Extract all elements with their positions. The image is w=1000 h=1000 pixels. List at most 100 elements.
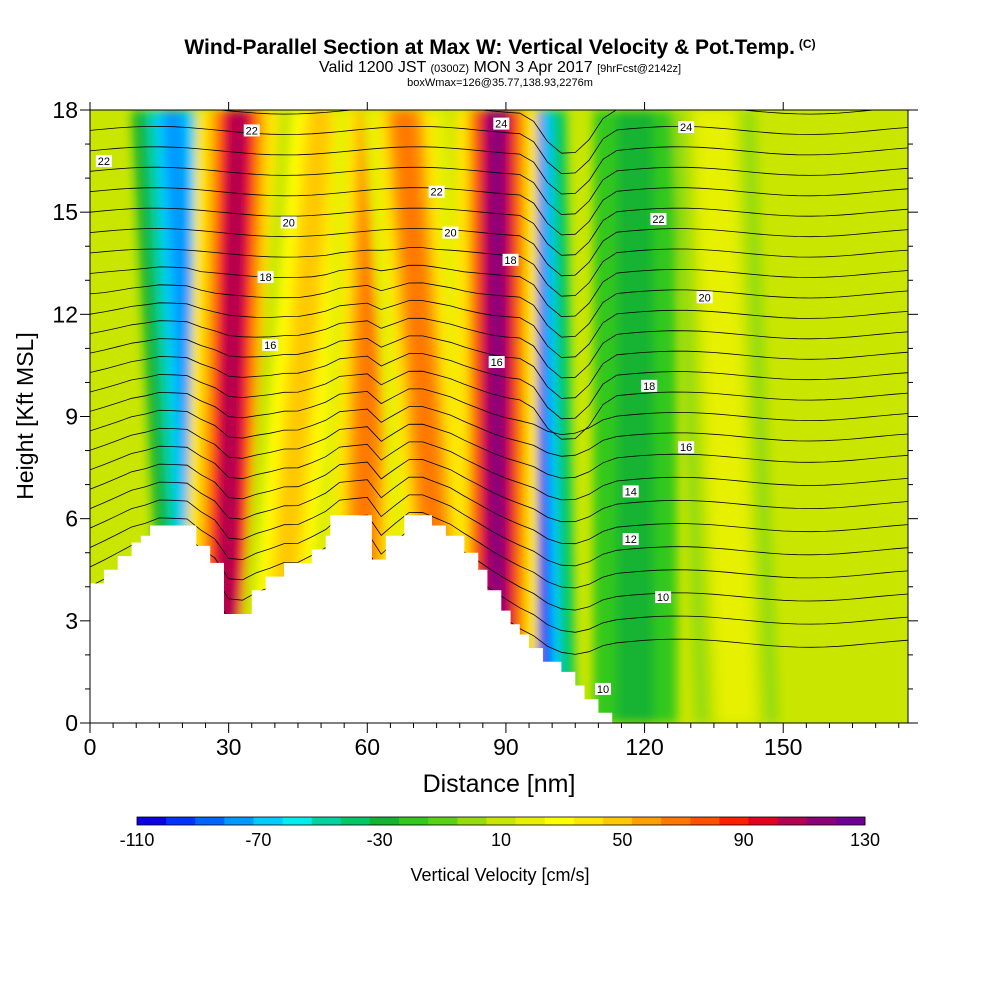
theta-contour xyxy=(90,110,879,154)
valid-time: Valid 1200 JST xyxy=(318,59,427,76)
colorbar-swatch xyxy=(748,817,779,825)
theta-contour xyxy=(90,166,908,215)
colorbar-swatch xyxy=(573,817,604,825)
theta-contour-label: 16 xyxy=(678,441,695,454)
colorbar-swatch xyxy=(486,817,517,825)
y-tick-label: 0 xyxy=(65,710,78,736)
theta-contour xyxy=(90,125,908,175)
colorbar-swatch xyxy=(661,817,691,825)
colorbar-tick-label: 10 xyxy=(491,830,511,850)
theta-contour-label-text: 22 xyxy=(98,156,110,168)
colorbar-label: Vertical Velocity [cm/s] xyxy=(410,865,589,885)
theta-contour-label-text: 20 xyxy=(283,217,295,229)
theta-contour-label: 20 xyxy=(442,226,459,240)
updraft-band xyxy=(264,110,332,723)
x-tick-label: 90 xyxy=(493,734,519,760)
chart-title: Wind-Parallel Section at Max W: Vertical… xyxy=(0,36,1000,60)
chart-title-text: Wind-Parallel Section at Max W: Vertical… xyxy=(184,36,795,59)
colorbar-swatch xyxy=(137,817,167,825)
theta-contour-label-text: 22 xyxy=(246,125,258,137)
theta-contour-label: 20 xyxy=(280,216,297,229)
theta-contour xyxy=(90,207,908,256)
y-tick-label: 9 xyxy=(65,404,78,430)
theta-contour-label: 18 xyxy=(502,253,519,267)
theta-contour-label: 10 xyxy=(594,682,611,696)
theta-contour-label-text: 16 xyxy=(264,340,276,352)
theta-contour xyxy=(90,146,908,195)
colorbar-tick-label: 50 xyxy=(612,830,632,850)
y-axis-label: Height [Kft MSL] xyxy=(12,332,38,499)
colorbar-swatch xyxy=(253,817,284,825)
colorbar-swatch xyxy=(632,817,662,825)
theta-contour xyxy=(90,264,908,318)
valid-date: MON 3 Apr 2017 xyxy=(473,59,593,76)
downdraft-band xyxy=(625,110,646,723)
colorbar-tick-label: -70 xyxy=(245,830,271,850)
x-axis-label: Distance [nm] xyxy=(423,770,576,798)
colorbar-swatch xyxy=(369,817,400,825)
x-tick-label: 0 xyxy=(84,734,97,760)
theta-contour-label-text: 16 xyxy=(491,357,503,369)
colorbar-swatch xyxy=(515,817,546,825)
colorbar-swatch xyxy=(224,817,254,825)
theta-contour-label: 22 xyxy=(95,155,112,168)
theta-contour-label: 22 xyxy=(428,185,445,199)
theta-contour xyxy=(90,388,908,436)
theta-contour-label-text: 24 xyxy=(495,119,507,131)
theta-contour xyxy=(90,187,908,236)
colorbar-swatch xyxy=(806,817,837,825)
theta-contour xyxy=(90,247,908,297)
theta-contour-label: 20 xyxy=(696,291,713,304)
theta-contour-label-text: 10 xyxy=(657,592,669,604)
theta-contour-label: 10 xyxy=(655,590,672,604)
theta-contour xyxy=(90,317,908,379)
x-tick-label: 150 xyxy=(764,734,802,760)
colorbar-swatch xyxy=(690,817,720,825)
theta-contour-label: 18 xyxy=(257,270,274,284)
theta-contour-label: 16 xyxy=(262,338,279,352)
theta-contour-label: 16 xyxy=(488,356,505,369)
colorbar-tick-label: -110 xyxy=(120,830,155,850)
theta-contour xyxy=(90,512,908,589)
colorbar-swatch xyxy=(311,817,342,825)
theta-contour-label: 22 xyxy=(650,212,667,226)
theta-contour-label: 24 xyxy=(493,117,510,131)
theta-contour-label-text: 18 xyxy=(643,381,655,393)
x-tick-label: 60 xyxy=(354,734,380,760)
y-tick-label: 18 xyxy=(52,97,78,123)
colorbar-swatch xyxy=(282,817,313,825)
copyright-mark: (C) xyxy=(798,37,816,51)
colorbar-swatch xyxy=(428,817,458,825)
colorbar-swatch xyxy=(340,817,371,825)
theta-contour xyxy=(90,441,908,501)
theta-contour-label-text: 24 xyxy=(680,122,692,134)
theta-contour-label-text: 14 xyxy=(625,486,637,498)
terrain-mask xyxy=(90,515,908,723)
updraft-band xyxy=(703,110,748,723)
x-tick-label: 120 xyxy=(625,734,663,760)
colorbar-swatch xyxy=(544,817,575,825)
theta-contour xyxy=(90,423,908,479)
colorbar-swatch xyxy=(835,817,866,825)
theta-contour-label-text: 12 xyxy=(625,534,637,546)
theta-contour xyxy=(90,476,908,545)
forecast-info: [9hrFcst@2142z] xyxy=(597,63,682,75)
theta-contour-label: 14 xyxy=(622,485,639,498)
colorbar-frame xyxy=(136,816,866,826)
colorbar-tick-label: -30 xyxy=(367,830,393,850)
theta-contour xyxy=(90,459,908,523)
theta-contour xyxy=(90,494,908,567)
colorbar-tick-label: 90 xyxy=(734,830,754,850)
theta-contour xyxy=(90,370,908,440)
y-tick-label: 3 xyxy=(65,608,78,634)
theta-contour-label: 24 xyxy=(678,121,695,134)
theta-contour-label-text: 18 xyxy=(259,272,271,284)
y-tick-label: 12 xyxy=(52,301,78,327)
theta-contour xyxy=(90,282,908,338)
theta-contour-label-text: 20 xyxy=(699,292,711,304)
colorbar-swatch xyxy=(195,817,225,825)
theta-contour-label-text: 20 xyxy=(444,228,456,240)
theta-contour-label-text: 22 xyxy=(652,214,664,226)
box-info: boxWmax=126@35.77,138.93,2276m xyxy=(407,77,593,89)
